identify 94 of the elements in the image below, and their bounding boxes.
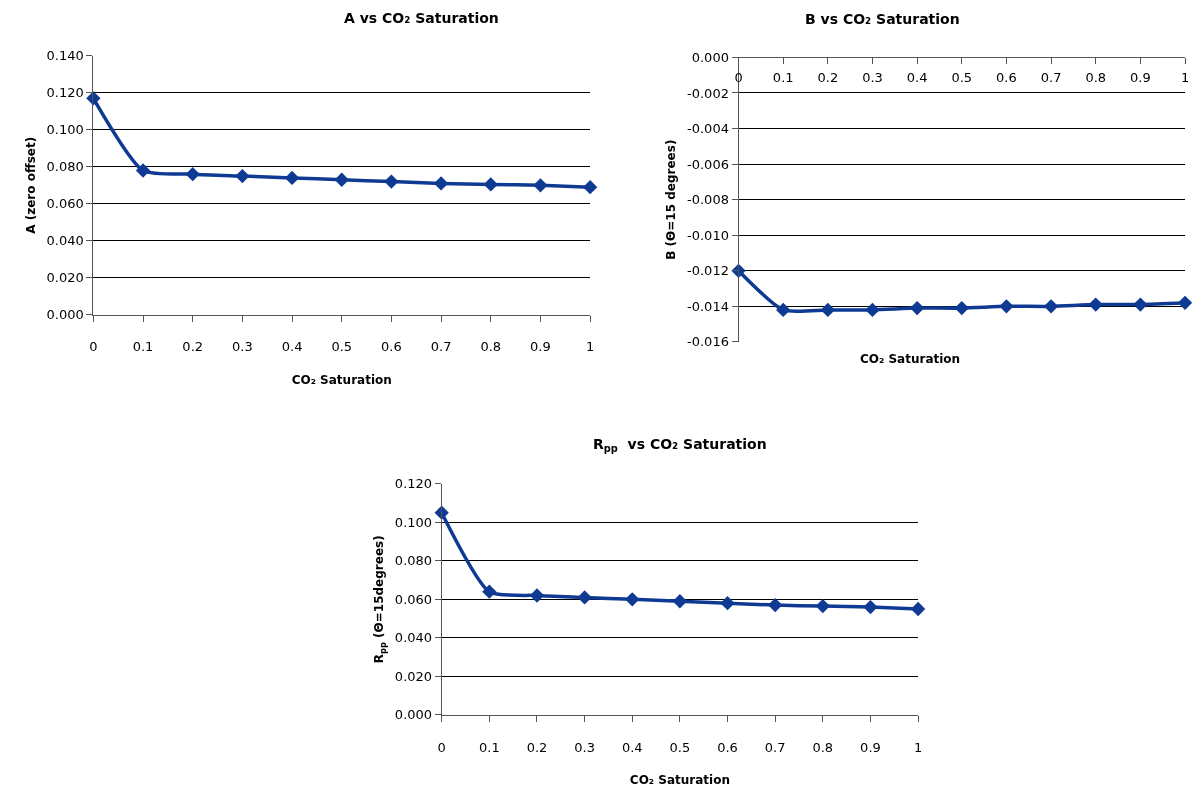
x-axis-title: CO₂ Saturation (291, 373, 392, 388)
x-tick-label: 0.8 (1085, 69, 1107, 85)
point (1133, 297, 1148, 312)
point (909, 300, 925, 316)
y-tick-label: 0.000 (394, 707, 433, 723)
x-tick-label: 0.3 (574, 739, 595, 755)
point (1177, 295, 1193, 310)
point (863, 599, 878, 615)
point (820, 302, 835, 318)
y-tick-label: 0.000 (46, 307, 84, 323)
point (384, 174, 399, 189)
point (529, 588, 545, 603)
y-tick-label: 0.100 (46, 122, 84, 138)
x-tick-label: 0.6 (717, 739, 738, 755)
y-tick-label: -0.014 (687, 298, 729, 314)
y-tick-label: 0.080 (394, 553, 433, 569)
y-tick-label: -0.012 (687, 263, 729, 279)
x-tick-label: 0.7 (430, 339, 452, 355)
y-tick-label: 0.120 (46, 85, 84, 101)
y-tick-label: -0.006 (687, 156, 729, 172)
x-tick-label: 0.2 (526, 739, 548, 755)
x-tick-label: 0.3 (862, 69, 883, 85)
point (334, 172, 349, 187)
x-tick-label: 0.1 (478, 739, 500, 755)
x-tick-label: 0.4 (281, 339, 303, 355)
x-tick-label: 0.1 (132, 339, 154, 355)
x-tick-label: 0.6 (996, 69, 1017, 85)
y-tick-label: -0.010 (687, 227, 729, 243)
x-tick-label: 0.7 (1040, 69, 1062, 85)
x-tick-label: 1 (585, 339, 595, 355)
x-tick-label: 0.8 (480, 339, 502, 355)
point (954, 300, 969, 316)
x-tick-label: 0.7 (764, 739, 786, 755)
y-tick-label: -0.002 (687, 85, 729, 101)
y-tick-label: 0.020 (394, 668, 433, 684)
x-axis-title: CO₂ Saturation (860, 352, 961, 366)
point (865, 302, 880, 318)
point (235, 168, 250, 184)
x-axis-title: CO₂ Saturation (629, 773, 730, 788)
y-tick-label: 0.040 (46, 233, 84, 249)
y-tick-label: 0.060 (394, 591, 433, 607)
point (533, 178, 548, 193)
x-tick-label: 0.9 (530, 339, 551, 355)
y-tick-label: 0.060 (46, 196, 84, 212)
x-tick-label: 0 (89, 339, 98, 355)
point (433, 176, 449, 191)
point (999, 299, 1014, 314)
point (672, 594, 688, 609)
x-tick-label: 0.9 (1130, 69, 1151, 85)
point (284, 170, 300, 186)
y-tick-label: 0.020 (46, 270, 84, 286)
chart-title: B vs CO₂ Saturation (805, 11, 960, 27)
x-tick-label: 0.9 (860, 739, 881, 755)
point (776, 302, 791, 318)
y-tick-label: 0.080 (46, 159, 84, 175)
x-tick-label: 0.5 (669, 739, 691, 755)
y-tick-label: 0.100 (394, 514, 433, 530)
x-tick-label: 0.2 (182, 339, 204, 355)
y-tick-label: 0.120 (394, 476, 433, 492)
x-tick-label: 0.5 (331, 339, 353, 355)
point (815, 598, 830, 614)
x-tick-label: 0.3 (232, 339, 253, 355)
y-tick-label: -0.004 (687, 121, 729, 137)
x-tick-label: 0 (437, 739, 446, 755)
point (482, 584, 497, 599)
x-tick-label: 0.8 (812, 739, 834, 755)
x-tick-label: 0.4 (906, 69, 928, 85)
y-tick-label: -0.016 (687, 334, 729, 350)
point (577, 590, 592, 605)
x-tick-label: 1 (913, 739, 923, 755)
x-tick-label: 0.4 (621, 739, 643, 755)
point (582, 180, 598, 195)
y-tick-label: 0.140 (46, 48, 84, 64)
point (1088, 297, 1103, 312)
y-tick-label: 0.040 (394, 630, 433, 646)
x-tick-label: 0.5 (951, 69, 973, 85)
point (135, 163, 151, 178)
point (720, 596, 735, 611)
chart-title: R$_{pp}$ vs CO₂ Saturation (593, 436, 767, 454)
point (768, 597, 783, 613)
x-tick-label: 0.6 (381, 339, 402, 355)
x-tick-label: 1 (1180, 69, 1190, 85)
y-tick-label: -0.008 (687, 192, 729, 208)
point (910, 601, 926, 617)
point (625, 592, 640, 607)
y-tick-label: 0.000 (691, 49, 729, 65)
x-tick-label: 0.1 (772, 69, 794, 85)
chart-title: A vs CO₂ Saturation (344, 10, 499, 26)
point (483, 177, 498, 192)
point (1043, 299, 1059, 314)
x-tick-label: 0.2 (817, 69, 839, 85)
point (185, 167, 200, 182)
y-axis-title: B (Θ=15 degrees) (664, 139, 679, 260)
y-axis-title: A (zero offset) (23, 136, 38, 234)
